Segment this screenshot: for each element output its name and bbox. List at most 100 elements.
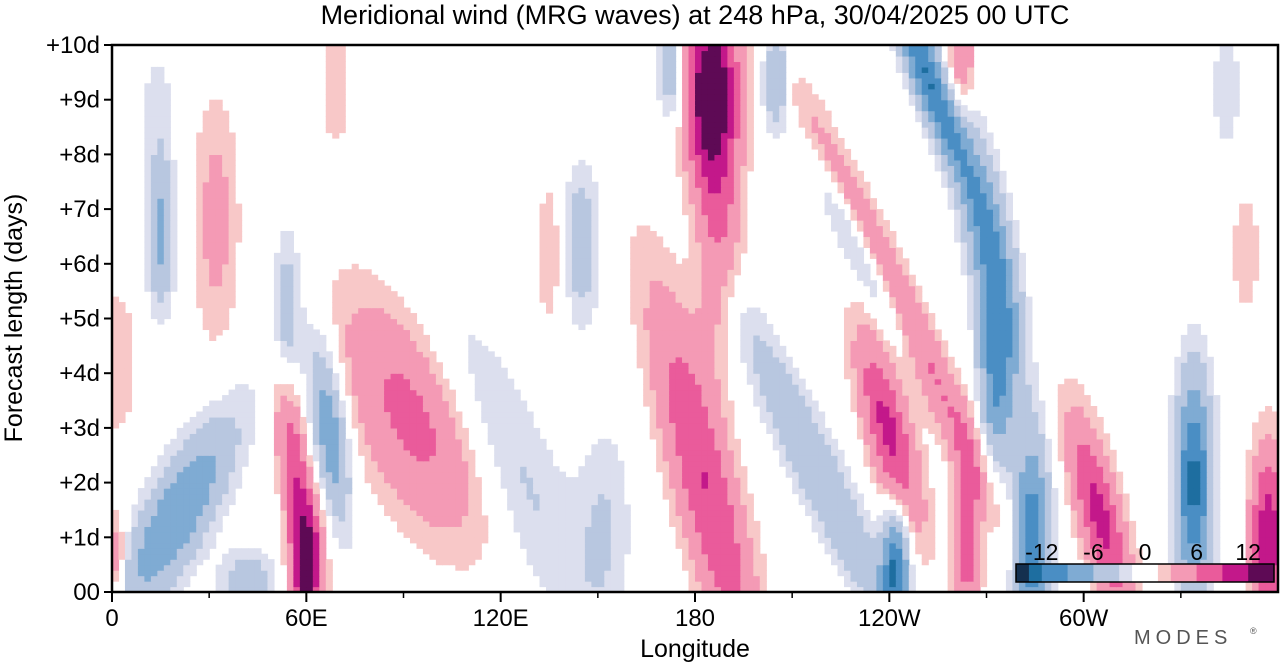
heatmap-cell [902, 548, 910, 555]
heatmap-cell [513, 460, 521, 467]
heatmap-cell [546, 575, 554, 582]
heatmap-cell [306, 515, 314, 522]
heatmap-cell [1174, 537, 1182, 544]
heatmap-cell [364, 449, 372, 456]
heatmap-cell [1252, 520, 1260, 527]
heatmap-cell [429, 395, 437, 402]
heatmap-cell [675, 482, 683, 489]
heatmap-cell [144, 526, 152, 533]
heatmap-cell [494, 356, 502, 363]
heatmap-cell [701, 537, 709, 544]
heatmap-cell [474, 542, 482, 549]
heatmap-cell [792, 378, 800, 385]
heatmap-cell [429, 537, 437, 544]
heatmap-cell [824, 509, 832, 517]
heatmap-cell [1174, 449, 1182, 456]
heatmap-cell [682, 509, 690, 517]
heatmap-cell [863, 389, 871, 396]
heatmap-cell [558, 499, 567, 506]
heatmap-cell [1200, 581, 1208, 588]
heatmap-cell [1174, 373, 1182, 380]
heatmap-cell [494, 411, 502, 418]
heatmap-cell [1206, 400, 1214, 407]
heatmap-cell [461, 438, 469, 445]
heatmap-cell [1012, 586, 1020, 592]
heatmap-cell [1245, 520, 1253, 527]
heatmap-cell [1077, 520, 1085, 527]
heatmap-cell [578, 531, 586, 538]
heatmap-cell [1038, 482, 1046, 489]
heatmap-cell [1005, 471, 1014, 478]
heatmap-cell [947, 471, 955, 478]
heatmap-cell [591, 559, 599, 566]
heatmap-cell [960, 411, 968, 418]
heatmap-cell [299, 493, 307, 500]
heatmap-cell [299, 471, 307, 478]
heatmap-cell [280, 553, 288, 560]
heatmap-cell [604, 575, 612, 582]
heatmap-cell [707, 471, 716, 478]
heatmap-cell [325, 581, 333, 588]
heatmap-cell [507, 460, 515, 467]
heatmap-cell [733, 471, 741, 478]
heatmap-cell [384, 509, 392, 517]
heatmap-cell [293, 449, 301, 456]
heatmap-cell [921, 482, 929, 489]
heatmap-cell [442, 460, 450, 467]
heatmap-cell [384, 504, 392, 511]
heatmap-cell [371, 356, 379, 363]
heatmap-cell [293, 356, 301, 363]
heatmap-cell [371, 482, 379, 489]
heatmap-cell [526, 504, 534, 511]
heatmap-cell [306, 471, 314, 478]
heatmap-cell [144, 531, 152, 538]
heatmap-cell [610, 466, 618, 473]
heatmap-cell [831, 499, 839, 506]
heatmap-cell [811, 504, 819, 511]
heatmap-cell [947, 395, 955, 402]
heatmap-cell [753, 537, 761, 544]
heatmap-cell [345, 488, 353, 495]
heatmap-cell [112, 548, 120, 555]
heatmap-cell [882, 411, 890, 418]
heatmap-cell [1012, 356, 1020, 363]
heatmap-cell [435, 422, 443, 429]
heatmap-cell [435, 504, 443, 511]
heatmap-cell [468, 477, 476, 484]
heatmap-cell [494, 373, 502, 380]
heatmap-cell [805, 395, 813, 402]
heatmap-cell [740, 520, 748, 527]
heatmap-cell [954, 406, 962, 413]
heatmap-cell [494, 422, 502, 429]
heatmap-cell [1174, 531, 1182, 538]
heatmap-cell [889, 537, 897, 544]
heatmap-cell [1109, 499, 1117, 506]
heatmap-cell [1103, 460, 1111, 467]
heatmap-cell [746, 526, 754, 533]
heatmap-cell [422, 526, 431, 533]
heatmap-cell [137, 509, 145, 517]
heatmap-cell [675, 455, 683, 462]
heatmap-cell [448, 427, 456, 434]
heatmap-cell [461, 548, 469, 555]
heatmap-cell [928, 362, 936, 369]
heatmap-cell [442, 477, 450, 484]
heatmap-cell [293, 427, 301, 434]
heatmap-cell [1044, 559, 1052, 566]
heatmap-cell [604, 542, 612, 549]
heatmap-cell [688, 460, 696, 467]
heatmap-cell [565, 499, 573, 506]
heatmap-cell [546, 526, 554, 533]
heatmap-cell [124, 389, 133, 396]
heatmap-cell [856, 493, 865, 500]
heatmap-cell [222, 581, 230, 588]
heatmap-cell [986, 356, 994, 363]
heatmap-cell [960, 389, 968, 396]
heatmap-cell [403, 438, 411, 445]
heatmap-cell [390, 351, 398, 358]
heatmap-cell [1064, 493, 1072, 500]
heatmap-cell [941, 351, 949, 358]
heatmap-cell [1187, 433, 1195, 440]
heatmap-cell [526, 455, 534, 462]
heatmap-cell [1070, 438, 1078, 445]
